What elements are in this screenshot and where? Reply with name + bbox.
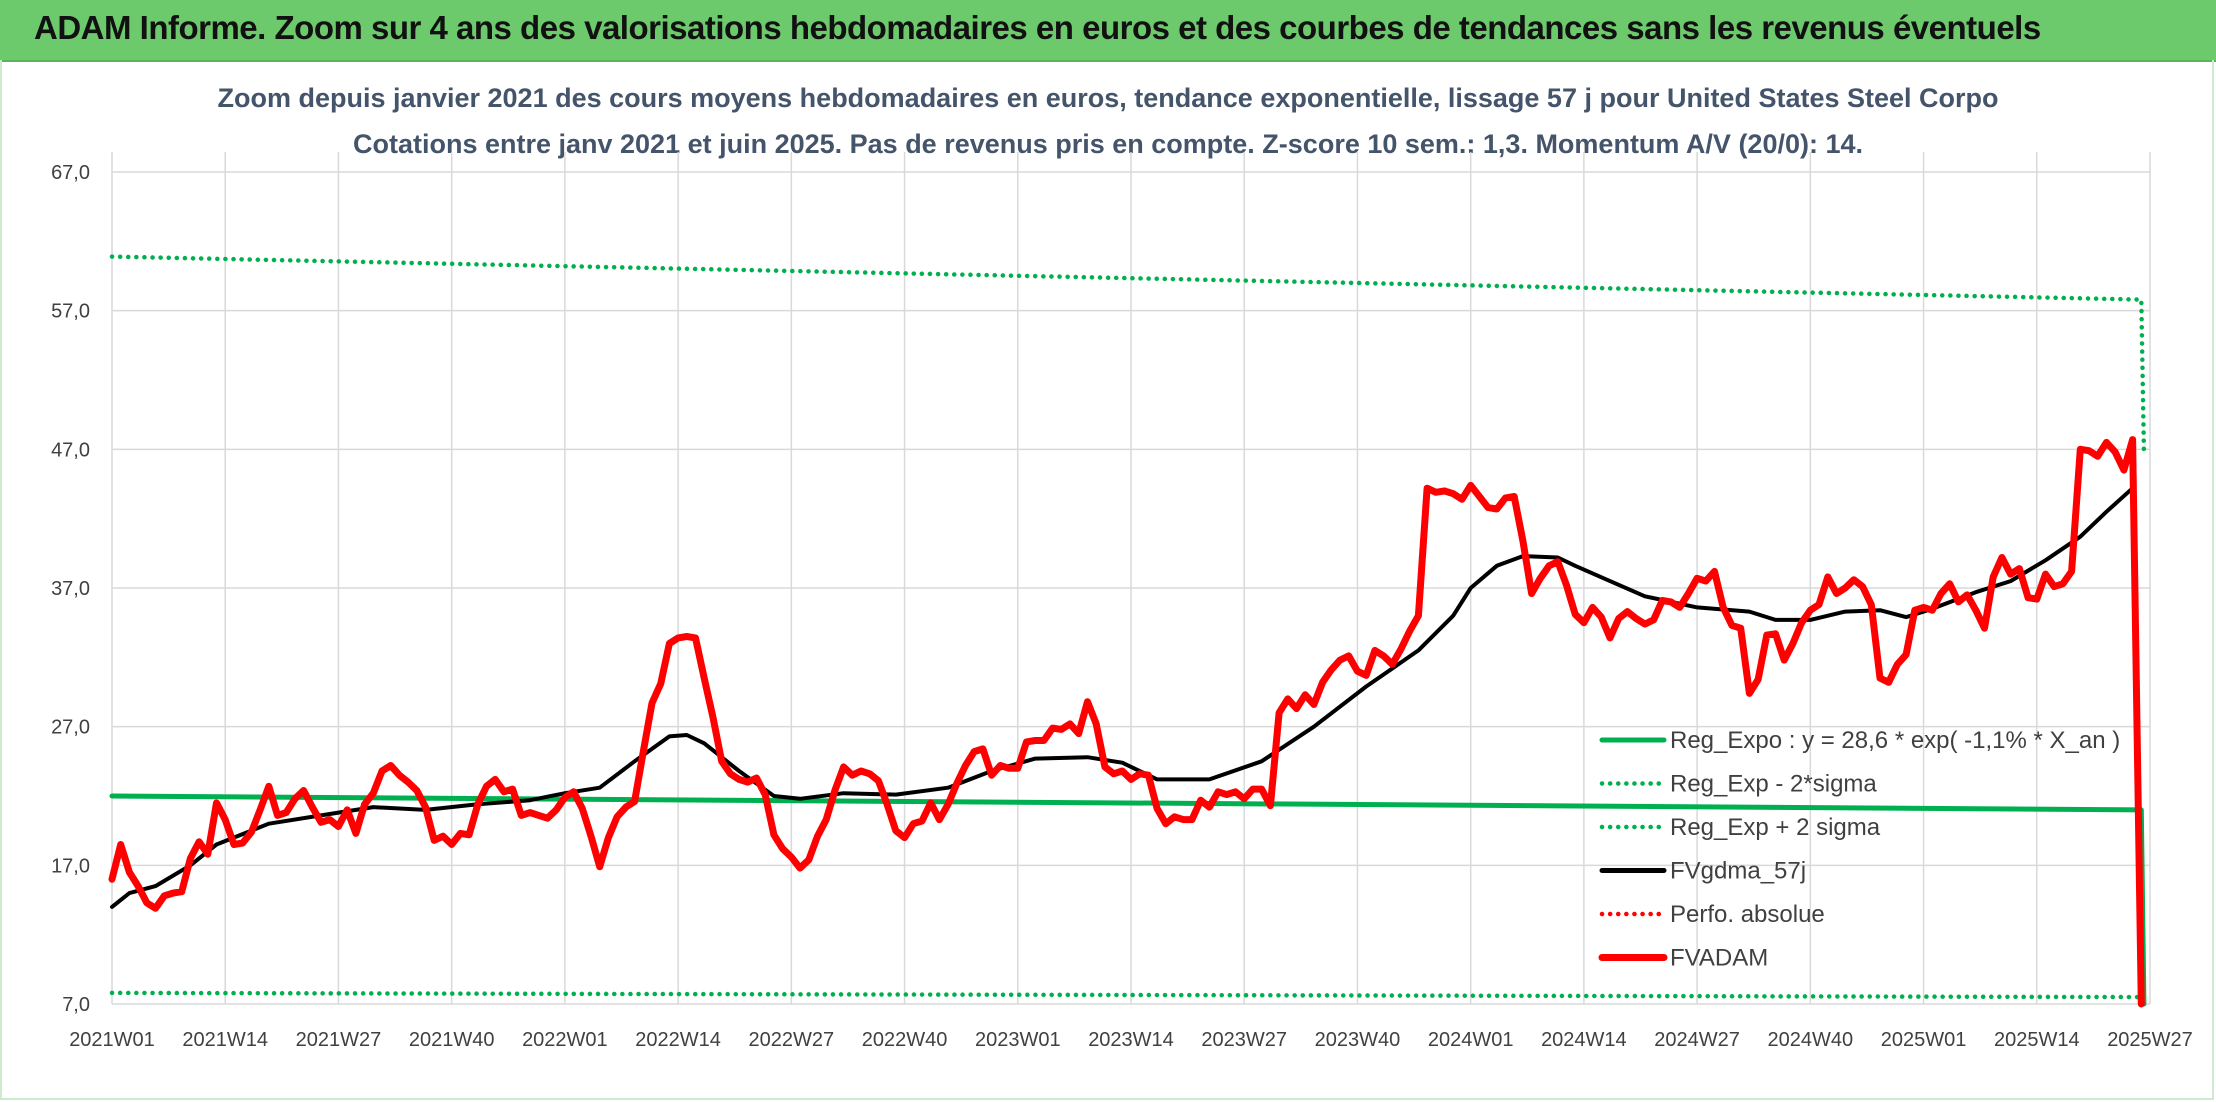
legend: Reg_Expo : y = 28,6 * exp( -1,1% * X_an …	[1598, 727, 2120, 972]
y-tick-label: 67,0	[51, 162, 90, 184]
legend-label: FVgdma_57j	[1670, 858, 1806, 885]
legend-label: FVADAM	[1670, 945, 1768, 972]
x-tick-label: 2022W27	[749, 1029, 835, 1051]
series-group	[108, 254, 2147, 1008]
x-tick-label: 2023W27	[1201, 1029, 1287, 1051]
y-tick-label: 57,0	[51, 301, 90, 323]
page-title: ADAM Informe. Zoom sur 4 ans des valoris…	[34, 9, 2041, 46]
x-tick-label: 2023W01	[975, 1029, 1061, 1051]
line-chart: Zoom depuis janvier 2021 des cours moyen…	[51, 83, 2193, 1051]
x-tick-label: 2022W40	[862, 1029, 948, 1051]
x-tick-label: 2024W40	[1768, 1029, 1854, 1051]
axis-labels: 67,0 57,0 47,0 37,0 27,0 17,0 7,0 2021W01 2021W1…	[51, 162, 2193, 1051]
x-tick-label: 2024W27	[1654, 1029, 1740, 1051]
y-tick-label: 37,0	[51, 578, 90, 600]
x-tick-label: 2021W27	[296, 1029, 382, 1051]
legend-label: Perfo. absolue	[1670, 901, 1825, 928]
chart-subtitle: Cotations entre janv 2021 et juin 2025. …	[353, 129, 1863, 159]
y-tick-label: 27,0	[51, 717, 90, 739]
x-tick-label: 2021W40	[409, 1029, 495, 1051]
x-tick-label: 2025W14	[1994, 1029, 2080, 1051]
x-tick-label: 2022W01	[522, 1029, 608, 1051]
chart-title: Zoom depuis janvier 2021 des cours moyen…	[217, 83, 1998, 113]
gridlines	[111, 152, 2151, 1005]
legend-label: Reg_Expo : y = 28,6 * exp( -1,1% * X_an …	[1670, 727, 2120, 754]
x-tick-label: 2025W01	[1881, 1029, 1967, 1051]
chart-frame	[0, 60, 2214, 1100]
x-tick-label: 2023W40	[1315, 1029, 1401, 1051]
x-tick-label: 2024W14	[1541, 1029, 1627, 1051]
series-line-2	[109, 990, 2144, 1000]
x-tick-label: 2023W14	[1088, 1029, 1174, 1051]
x-tick-label: 2024W01	[1428, 1029, 1514, 1051]
y-tick-label: 7,0	[62, 994, 90, 1016]
legend-label: Reg_Exp + 2 sigma	[1670, 814, 1881, 841]
legend-label: Reg_Exp - 2*sigma	[1670, 771, 1877, 798]
series-line-3	[109, 254, 2147, 452]
x-tick-label: 2025W27	[2107, 1029, 2193, 1051]
series-line-6	[108, 436, 2145, 1008]
title-banner: ADAM Informe. Zoom sur 4 ans des valoris…	[0, 0, 2216, 62]
y-tick-label: 47,0	[51, 439, 90, 461]
x-tick-label: 2021W01	[69, 1029, 155, 1051]
x-tick-label: 2022W14	[635, 1029, 721, 1051]
series-line-4	[110, 486, 2135, 909]
x-tick-label: 2021W14	[182, 1029, 268, 1051]
y-tick-label: 17,0	[51, 855, 90, 877]
